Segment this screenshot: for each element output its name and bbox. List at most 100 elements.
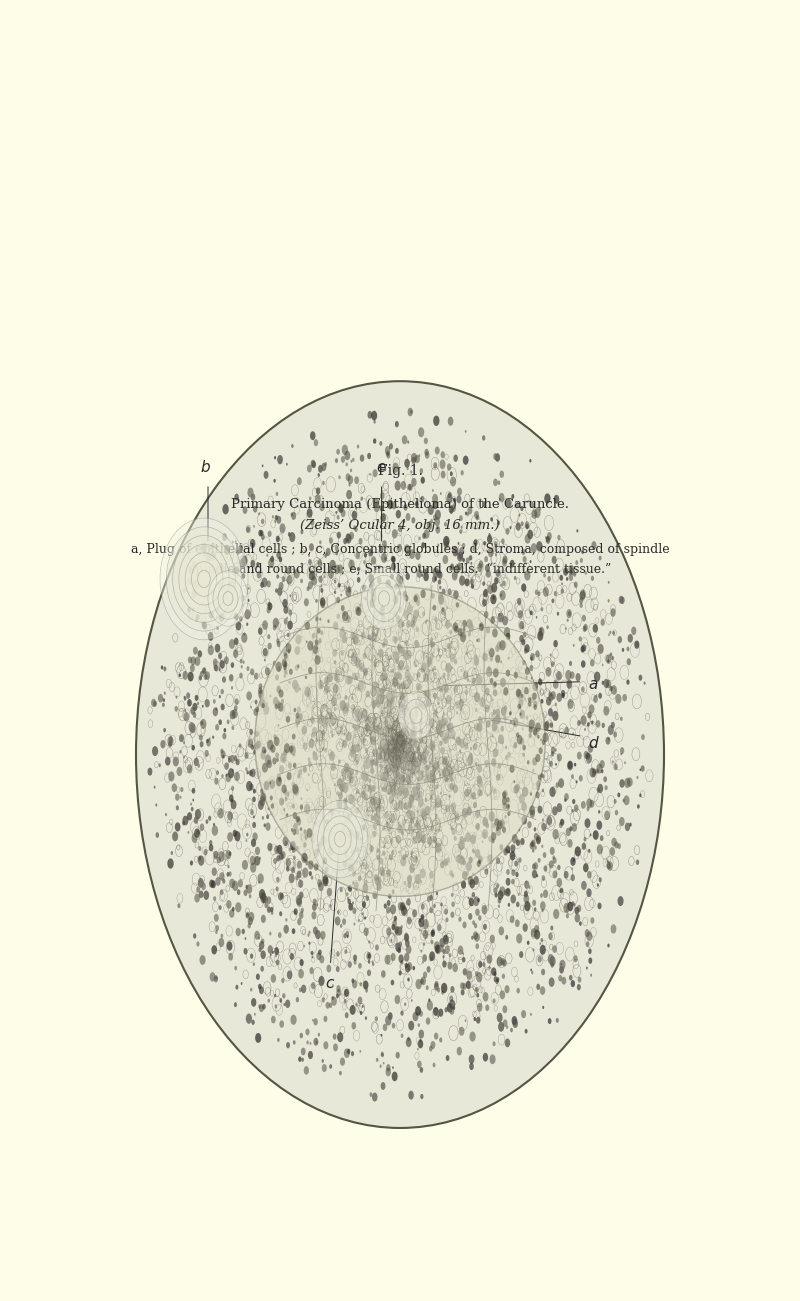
Circle shape <box>322 704 326 709</box>
Circle shape <box>321 588 323 593</box>
Circle shape <box>365 723 370 731</box>
Circle shape <box>398 902 403 911</box>
Circle shape <box>526 524 529 530</box>
Circle shape <box>262 621 268 630</box>
Circle shape <box>402 650 409 660</box>
Ellipse shape <box>191 562 217 596</box>
Circle shape <box>379 805 382 809</box>
Circle shape <box>376 701 380 708</box>
Circle shape <box>433 650 434 654</box>
Circle shape <box>289 532 295 543</box>
Circle shape <box>434 981 438 987</box>
Circle shape <box>426 697 431 708</box>
Circle shape <box>283 661 287 667</box>
Circle shape <box>570 874 575 881</box>
Circle shape <box>165 757 170 766</box>
Circle shape <box>540 773 543 778</box>
Circle shape <box>391 924 395 930</box>
Circle shape <box>221 688 224 695</box>
Circle shape <box>553 679 558 688</box>
Circle shape <box>258 984 262 990</box>
Circle shape <box>430 939 434 945</box>
Circle shape <box>282 837 289 846</box>
Circle shape <box>367 453 371 459</box>
Circle shape <box>529 732 532 738</box>
Circle shape <box>242 860 248 870</box>
Circle shape <box>401 751 405 757</box>
Circle shape <box>483 924 487 930</box>
Circle shape <box>361 774 364 779</box>
Circle shape <box>346 533 350 541</box>
Circle shape <box>402 757 403 760</box>
Circle shape <box>435 945 441 954</box>
Circle shape <box>371 700 376 708</box>
Circle shape <box>234 699 238 705</box>
Circle shape <box>597 844 603 855</box>
Circle shape <box>447 1003 453 1012</box>
Circle shape <box>399 755 402 760</box>
Circle shape <box>572 809 574 812</box>
Circle shape <box>256 973 260 980</box>
Circle shape <box>522 816 527 825</box>
Ellipse shape <box>404 700 428 731</box>
Circle shape <box>500 660 502 664</box>
Circle shape <box>358 919 360 921</box>
Circle shape <box>374 749 378 755</box>
Ellipse shape <box>329 824 351 855</box>
Circle shape <box>474 657 479 666</box>
Circle shape <box>163 666 166 671</box>
Circle shape <box>274 515 278 520</box>
Circle shape <box>248 587 250 589</box>
Circle shape <box>226 900 231 909</box>
Circle shape <box>430 770 434 777</box>
Circle shape <box>526 881 527 883</box>
Circle shape <box>385 742 389 748</box>
Circle shape <box>319 540 322 544</box>
Circle shape <box>402 791 405 794</box>
Circle shape <box>371 765 373 768</box>
Circle shape <box>536 984 540 990</box>
Circle shape <box>160 740 166 748</box>
Circle shape <box>341 605 345 611</box>
Circle shape <box>416 600 420 606</box>
Circle shape <box>477 764 482 773</box>
Circle shape <box>380 709 382 714</box>
Circle shape <box>235 928 241 937</box>
Circle shape <box>499 640 506 650</box>
Circle shape <box>466 513 469 516</box>
Circle shape <box>424 449 429 455</box>
Circle shape <box>338 834 343 842</box>
Circle shape <box>467 755 474 765</box>
Circle shape <box>446 917 449 922</box>
Circle shape <box>337 778 343 788</box>
Circle shape <box>194 695 198 701</box>
Circle shape <box>192 703 198 712</box>
Circle shape <box>437 795 439 798</box>
Circle shape <box>404 740 406 744</box>
Circle shape <box>550 847 554 855</box>
Circle shape <box>190 723 196 734</box>
Circle shape <box>358 640 360 643</box>
Circle shape <box>338 792 343 800</box>
Circle shape <box>530 653 535 661</box>
Circle shape <box>457 562 462 570</box>
Circle shape <box>376 693 382 703</box>
Circle shape <box>608 580 610 584</box>
Circle shape <box>379 505 383 511</box>
Circle shape <box>573 644 574 647</box>
Circle shape <box>250 783 254 791</box>
Circle shape <box>395 448 398 454</box>
Circle shape <box>369 778 371 783</box>
Circle shape <box>360 1011 362 1015</box>
Circle shape <box>246 666 250 671</box>
Circle shape <box>418 919 422 922</box>
Circle shape <box>271 804 274 809</box>
Circle shape <box>365 748 368 753</box>
Circle shape <box>598 877 602 882</box>
Circle shape <box>349 775 354 783</box>
Circle shape <box>167 736 174 747</box>
Circle shape <box>431 930 434 935</box>
Circle shape <box>343 798 347 805</box>
Circle shape <box>398 971 402 976</box>
Circle shape <box>379 1064 382 1068</box>
